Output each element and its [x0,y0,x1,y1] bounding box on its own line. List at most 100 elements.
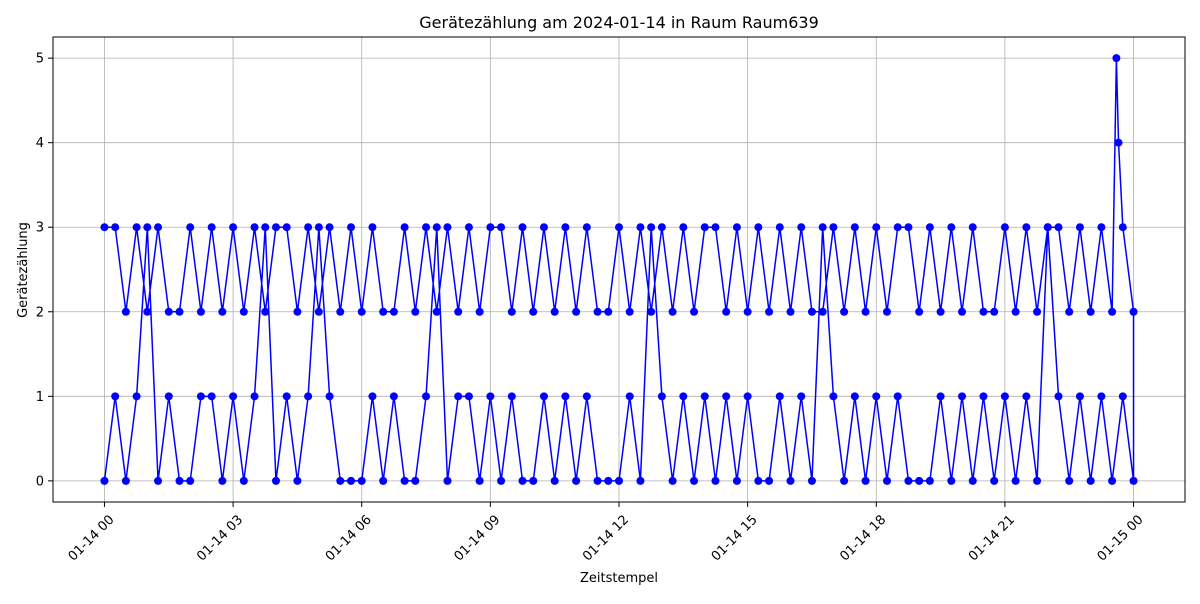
data-point [497,476,506,485]
data-point [411,476,420,485]
data-point [154,476,163,485]
data-point [229,223,238,232]
data-point [979,392,988,401]
data-point [861,476,870,485]
data-point [164,307,173,316]
y-axis-label: Gerätezählung [16,222,31,318]
data-point [443,223,452,232]
data-point [1097,223,1106,232]
data-point [539,392,548,401]
data-point [958,307,967,316]
data-point [1022,223,1031,232]
data-point [1108,476,1117,485]
data-point [861,307,870,316]
data-point [711,223,720,232]
y-tick-label: 3 [36,221,44,236]
data-point [893,223,902,232]
data-point [1000,392,1009,401]
data-point [239,476,248,485]
data-point [593,476,602,485]
data-point [400,223,409,232]
data-point [475,307,484,316]
data-point [164,392,173,401]
data-point [615,223,623,232]
data-point [625,392,634,401]
data-point [947,223,956,232]
data-point [464,392,473,401]
data-point [368,392,377,401]
chart-title: Gerätezählung am 2024-01-14 in Raum Raum… [419,13,819,32]
data-point [293,476,302,485]
data-point [829,392,838,401]
data-point [807,307,816,316]
data-point [314,307,323,316]
data-point [550,476,559,485]
data-point [561,392,570,401]
data-point [765,307,774,316]
data-point [647,223,656,232]
data-point [1065,307,1074,316]
data-point [143,223,152,232]
data-point [690,476,699,485]
data-point [1075,223,1084,232]
data-point [422,392,431,401]
data-point [1043,223,1052,232]
data-point [936,307,945,316]
data-point [132,392,141,401]
data-point [518,223,527,232]
data-point [497,223,506,232]
data-point [336,307,345,316]
data-point [936,392,945,401]
y-tick-label: 2 [36,305,44,320]
data-point [282,392,291,401]
data-point [186,476,195,485]
data-point [196,307,205,316]
y-tick-label: 5 [36,52,44,67]
data-point [239,307,248,316]
y-tick-label: 1 [36,390,44,405]
data-point [925,223,934,232]
data-point [829,223,838,232]
data-point [154,223,163,232]
data-point [432,307,441,316]
data-point [657,223,666,232]
data-point [904,476,913,485]
data-point [111,392,120,401]
data-point [325,392,334,401]
data-point [786,307,795,316]
data-point [175,307,184,316]
data-point [797,223,806,232]
data-point [668,307,677,316]
data-point [582,392,591,401]
data-point [657,392,666,401]
data-point [722,392,731,401]
y-tick-label: 0 [36,474,44,489]
data-point [1129,307,1138,316]
data-point [132,223,141,232]
data-point [840,307,849,316]
data-point [1033,307,1042,316]
data-point [304,223,313,232]
data-point [818,307,827,316]
data-point [518,476,527,485]
data-point [347,476,356,485]
data-point [1129,476,1138,485]
data-point [336,476,345,485]
data-point [647,307,656,316]
data-point [872,392,881,401]
data-point [486,392,495,401]
data-point [1065,476,1074,485]
data-point [282,223,291,232]
data-point [732,476,741,485]
data-point [668,476,677,485]
data-point [368,223,377,232]
data-point [979,307,988,316]
data-point [229,392,238,401]
data-point [850,223,859,232]
data-point [1086,476,1095,485]
data-point [175,476,184,485]
data-point [743,392,752,401]
data-point [1114,138,1123,147]
data-point [893,392,902,401]
